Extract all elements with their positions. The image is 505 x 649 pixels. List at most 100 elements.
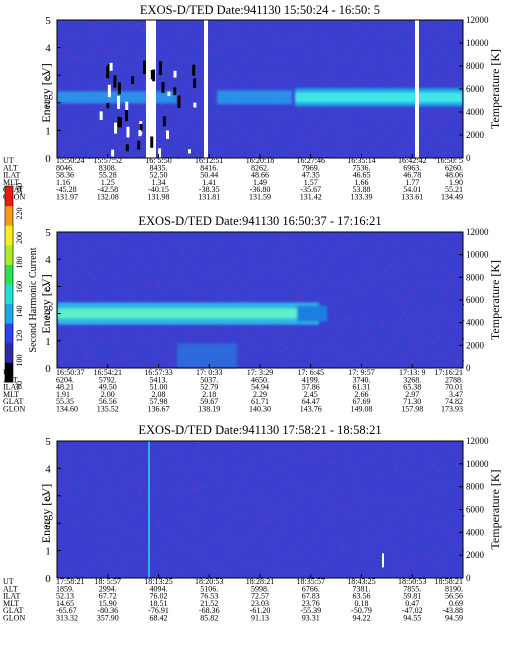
ephemeris-value: 16:50:37 (56, 368, 84, 377)
y-tick-label: 5 (45, 436, 51, 448)
y2-tick-label: 10000 (466, 38, 489, 48)
ephemeris-value: 94.22 (353, 614, 371, 623)
row-label: ALT (3, 163, 18, 172)
y-axis-label: Energy [eV] (39, 274, 53, 333)
ephemeris-value: 131.81 (198, 193, 220, 202)
colorbar-tick-label: 100 (15, 355, 24, 367)
ephemeris-value: 67.69 (353, 397, 371, 406)
ephemeris-value: 56.56 (445, 592, 463, 601)
ephemeris-value: 157.98 (401, 405, 423, 414)
panel-title: EXOS-D/TED Date:941130 16:50:37 - 17:16:… (138, 214, 381, 228)
ephemeris-value: -43.88 (442, 606, 463, 615)
ephemeris-value: -50.79 (351, 606, 372, 615)
ephemeris-value: 3.47 (449, 390, 463, 399)
ephemeris-value: 49.50 (99, 383, 117, 392)
y-tick-label: 4 (45, 254, 51, 266)
ephemeris-value: 7381. (353, 584, 371, 593)
ephemeris-value: 0.69 (449, 599, 463, 608)
ephemeris-value: 76.02 (150, 592, 168, 601)
ephemeris-value: 16:50: 5 (437, 156, 463, 165)
colorbar-segment (5, 244, 13, 265)
ephemeris-value: 1.57 (304, 178, 318, 187)
ephemeris-value: 94.55 (403, 614, 421, 623)
ephemeris-value: 57.98 (150, 397, 168, 406)
ephemeris-value: 131.98 (148, 193, 170, 202)
y-tick-label: 2 (45, 309, 51, 321)
ephemeris-value: 131.97 (56, 193, 78, 202)
colorbar-segment (5, 205, 13, 226)
colorbar-segment (5, 284, 13, 305)
ephemeris-value: 8416. (200, 163, 218, 172)
ephemeris-value: 131.59 (249, 193, 271, 202)
ephemeris-value: 5998. (251, 584, 269, 593)
colorbar-tick-label: 220 (15, 208, 24, 220)
colorbar: 80 100 120 140 160 180 200 220 240 Second Harmoni… (4, 183, 39, 389)
ephemeris-value: 14.65 (56, 599, 74, 608)
ephemeris-value: 54.94 (251, 383, 269, 392)
panel-1: EXOS-D/TED Date:941130 15:50:24 - 16:50:… (3, 3, 502, 202)
ephemeris-value: 58.36 (56, 171, 74, 180)
emission-band (57, 88, 463, 107)
row-label: UT (3, 577, 14, 586)
y-tick-label: 0 (45, 363, 51, 375)
ephemeris-value: 5413. (150, 375, 168, 384)
row-label: GLON (3, 405, 25, 414)
ephemeris-value: 54.01 (403, 185, 421, 194)
ephemeris-value: 48.21 (56, 383, 74, 392)
row-label: ALT (3, 584, 18, 593)
ephemeris-value: 67.83 (302, 592, 320, 601)
y-tick-label: 4 (45, 463, 51, 475)
y2-tick-label: 6000 (466, 84, 485, 94)
ephemeris-value: 18:20:53 (195, 577, 223, 586)
ephemeris-value: 52.50 (150, 171, 168, 180)
emission-band (57, 302, 327, 368)
ephemeris-value: 357.90 (97, 614, 119, 623)
ephemeris-value: 2.00 (101, 390, 115, 399)
ephemeris-value: 2994. (99, 584, 117, 593)
colorbar-segment (5, 362, 13, 383)
ephemeris-value: 2.08 (152, 390, 166, 399)
ephemeris-value: 63.56 (353, 592, 371, 601)
ephemeris-value: 4650. (251, 375, 269, 384)
ephemeris-value: 2.66 (355, 390, 369, 399)
ephemeris-value: 55.28 (99, 171, 117, 180)
row-label: ILAT (3, 383, 20, 392)
ephemeris-value: 91.13 (251, 614, 269, 623)
ephemeris-value: -65.67 (56, 606, 77, 615)
ephemeris-value: 1.16 (56, 178, 70, 187)
ephemeris-value: 2.45 (304, 390, 318, 399)
y2-tick-label: 2000 (466, 550, 485, 560)
ephemeris-value: 16:57:33 (144, 368, 172, 377)
panel-title: EXOS-D/TED Date:941130 17:58:21 - 18:58:… (138, 423, 381, 437)
ephemeris-value: 313.32 (56, 614, 78, 623)
colorbar-segment (5, 303, 13, 324)
ephemeris-value: 52.13 (56, 592, 74, 601)
ephemeris-value: 46.78 (403, 171, 421, 180)
colorbar-tick-label: 80 (15, 381, 24, 389)
ephemeris-value: 136.67 (148, 405, 170, 414)
y-tick-label: 5 (45, 15, 51, 27)
row-label: ILAT (3, 592, 20, 601)
ephemeris-value: 18: 5:57 (95, 577, 121, 586)
y-tick-label: 3 (45, 70, 51, 82)
ephemeris-value: 59.67 (200, 397, 218, 406)
row-label: MLT (3, 178, 19, 187)
ephemeris-value: 17:58:21 (56, 577, 84, 586)
y2-tick-label: 12000 (466, 227, 489, 237)
ephemeris-value: 2.29 (253, 390, 267, 399)
ephemeris-value: -42.58 (97, 185, 118, 194)
colorbar-tick-label: 200 (15, 232, 24, 244)
y-axis-label: Energy [eV] (39, 63, 53, 122)
y2-tick-label: 8000 (466, 482, 485, 492)
ephemeris-value: 133.39 (351, 193, 373, 202)
background-noise (57, 441, 465, 580)
ephemeris-value: -35.67 (300, 185, 321, 194)
y-tick-label: 4 (45, 43, 51, 55)
ephemeris-value: 15:57:52 (94, 156, 122, 165)
y-tick-label: 1 (45, 125, 51, 137)
ephemeris-value: 1.49 (253, 178, 267, 187)
ephemeris-value: -47.02 (402, 606, 423, 615)
y2-tick-label: 4000 (466, 527, 485, 537)
row-label: UT (3, 156, 14, 165)
